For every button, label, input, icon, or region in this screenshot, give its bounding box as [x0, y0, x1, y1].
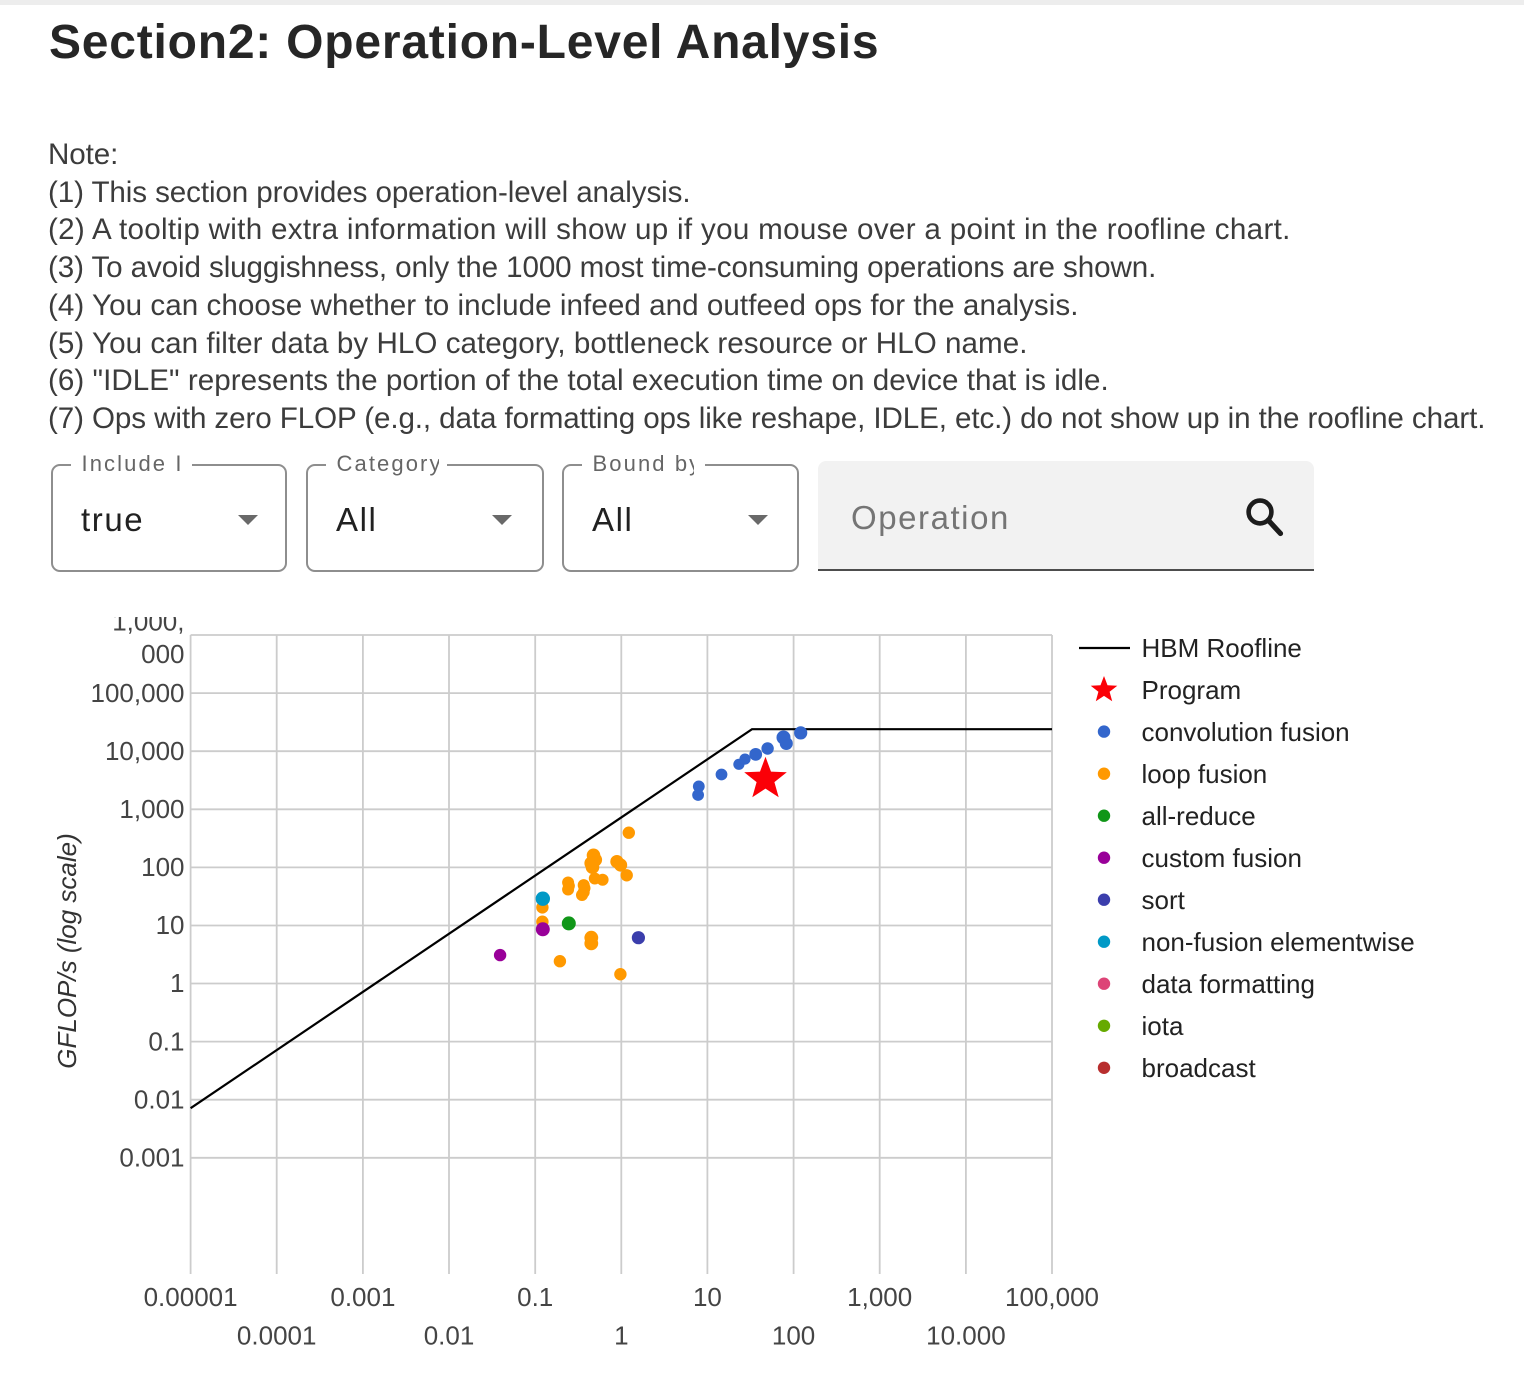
svg-text:000: 000 [141, 639, 184, 669]
svg-text:10.000: 10.000 [926, 1321, 1006, 1351]
svg-text:data formatting: data formatting [1142, 969, 1315, 999]
svg-text:0.01: 0.01 [134, 1084, 185, 1114]
svg-text:10,000: 10,000 [105, 736, 185, 766]
svg-text:10: 10 [693, 1282, 722, 1312]
svg-text:100: 100 [772, 1321, 815, 1351]
svg-text:non-fusion elementwise: non-fusion elementwise [1142, 927, 1415, 957]
svg-text:0.1: 0.1 [148, 1026, 184, 1056]
svg-text:sort: sort [1142, 885, 1186, 915]
svg-text:0.1: 0.1 [517, 1282, 553, 1312]
svg-text:HBM Roofline: HBM Roofline [1142, 633, 1302, 663]
svg-text:iota: iota [1142, 1011, 1184, 1041]
svg-text:1,000: 1,000 [847, 1282, 912, 1312]
svg-text:loop fusion: loop fusion [1142, 759, 1268, 789]
svg-text:100: 100 [141, 852, 184, 882]
svg-text:0.00001: 0.00001 [144, 1282, 238, 1312]
svg-text:1: 1 [170, 968, 184, 998]
svg-text:0.001: 0.001 [330, 1282, 395, 1312]
svg-text:Program: Program [1142, 675, 1242, 705]
svg-text:1,000: 1,000 [119, 794, 184, 824]
svg-text:0.001: 0.001 [119, 1143, 184, 1173]
svg-text:convolution fusion: convolution fusion [1142, 717, 1350, 747]
svg-text:all-reduce: all-reduce [1142, 801, 1256, 831]
svg-text:1: 1 [614, 1321, 628, 1351]
svg-text:custom fusion: custom fusion [1142, 843, 1302, 873]
svg-text:GFLOP/s (log scale): GFLOP/s (log scale) [52, 833, 82, 1069]
svg-text:100,000: 100,000 [1005, 1282, 1099, 1312]
svg-text:0.0001: 0.0001 [237, 1321, 317, 1351]
svg-text:1,000,: 1,000, [112, 617, 184, 637]
svg-text:100,000: 100,000 [91, 678, 185, 708]
svg-text:broadcast: broadcast [1142, 1053, 1257, 1083]
svg-text:10: 10 [156, 910, 185, 940]
svg-text:0.01: 0.01 [424, 1321, 475, 1351]
